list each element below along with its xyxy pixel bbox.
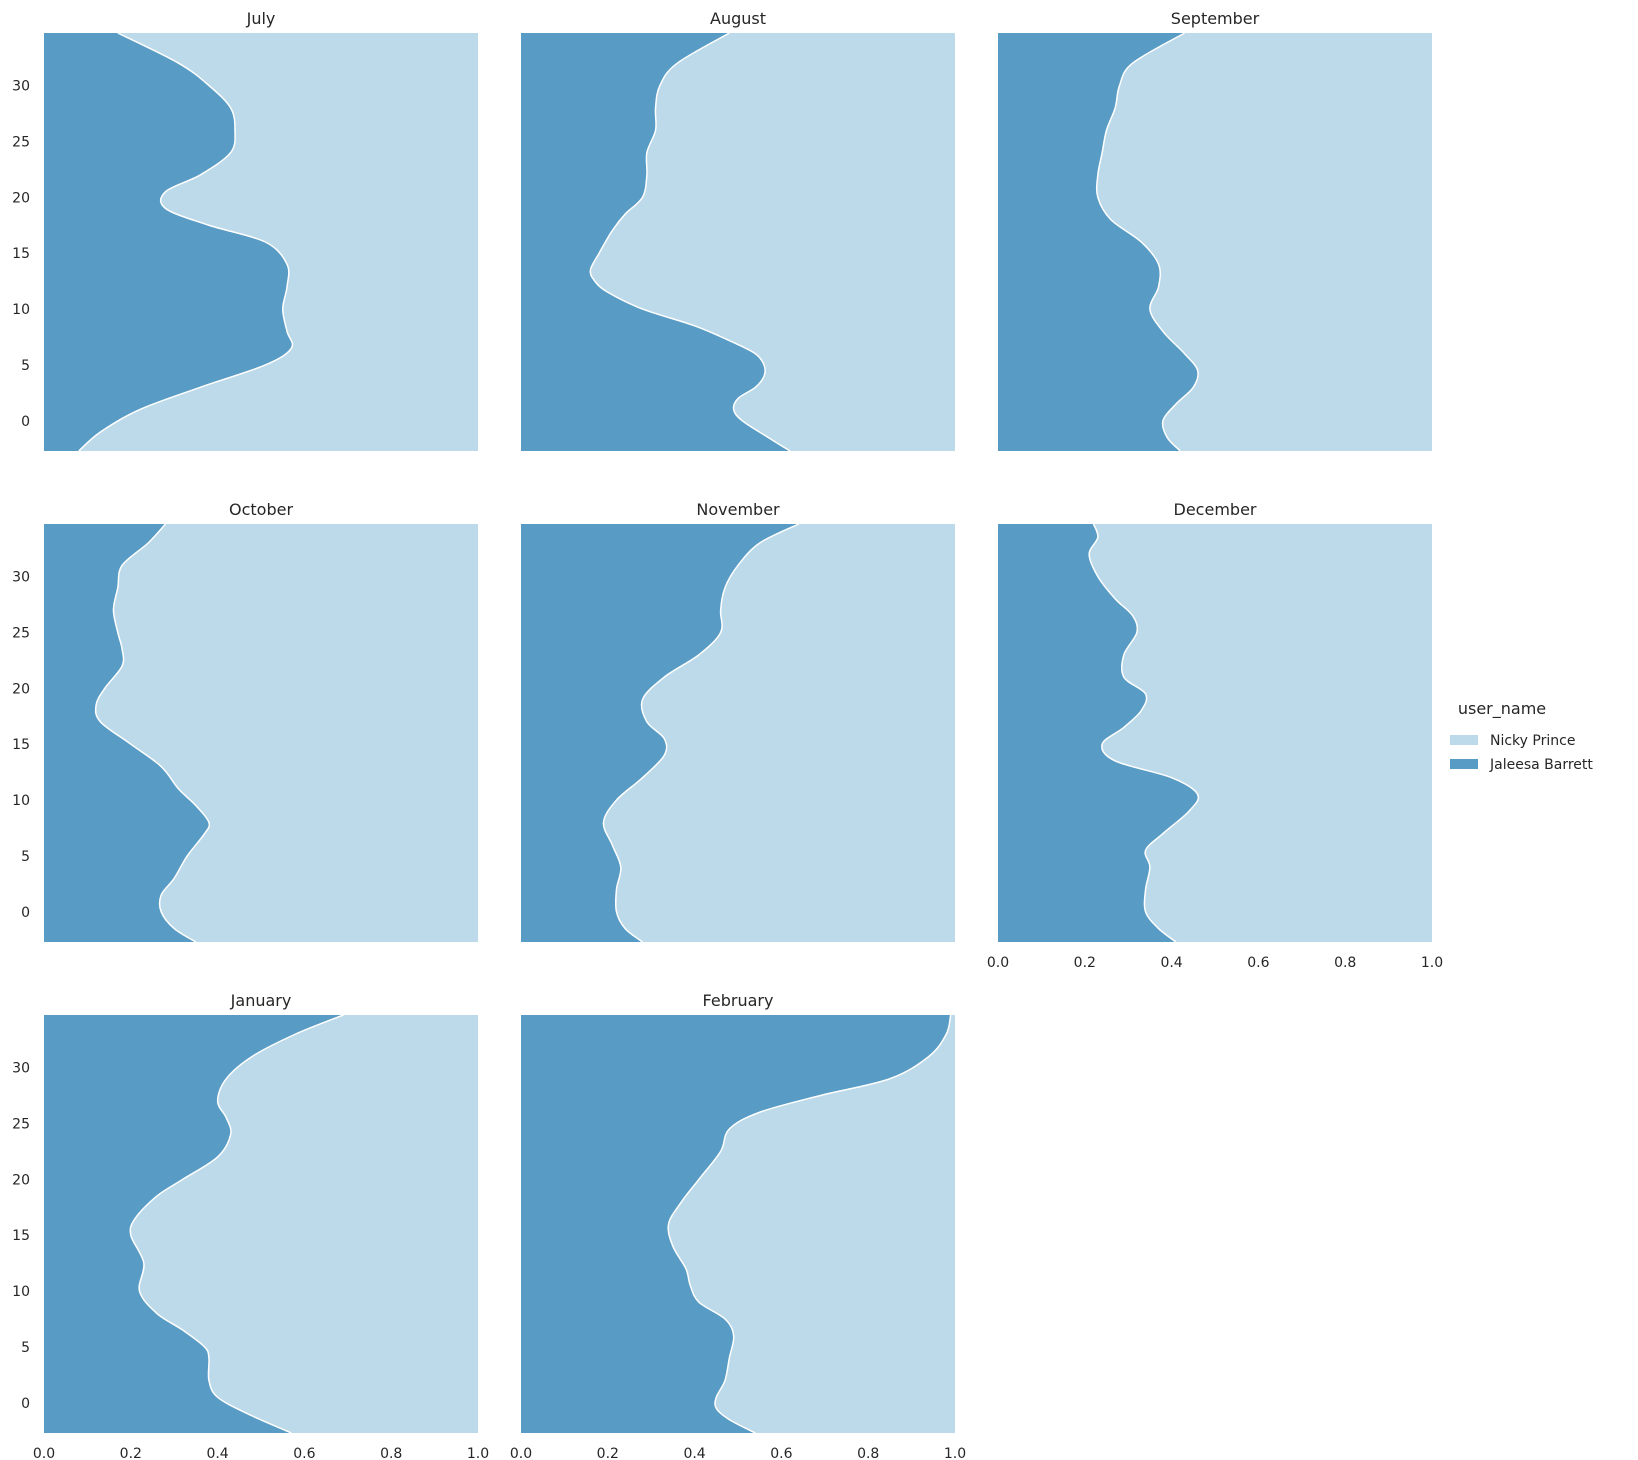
panel-february: February 0.0 0.2 0.4 0.6 0.8 1.0 [510, 991, 966, 1460]
y-tick-label: 0 [21, 1396, 30, 1412]
legend-title: user_name [1458, 699, 1546, 719]
series-boundary-line [589, 32, 791, 452]
y-tick-label: 10 [12, 1284, 30, 1300]
x-tick-label: 0.2 [597, 1446, 619, 1460]
y-tick-label: 5 [21, 849, 30, 865]
y-tick-label: 25 [12, 1116, 30, 1132]
area-jaleesa-barrett [998, 33, 1199, 451]
area-jaleesa-barrett [521, 33, 791, 451]
x-tick-label: 0.4 [1160, 955, 1182, 971]
x-tick-label: 1.0 [1421, 955, 1443, 971]
legend-swatch [1450, 735, 1478, 745]
series-boundary-line [94, 523, 211, 943]
y-tick-label: 0 [21, 414, 30, 430]
legend-entry-jaleesa-barrett: Jaleesa Barrett [1450, 757, 1593, 773]
panel-title: January [230, 991, 292, 1010]
panel-october: October 0 5 10 15 20 25 30 [12, 500, 478, 943]
panel-november: November [521, 500, 955, 943]
panel-title: February [703, 991, 774, 1010]
y-tick-label: 25 [12, 625, 30, 641]
x-tick-label: 1.0 [467, 1446, 489, 1460]
y-tick-label: 20 [12, 681, 30, 697]
panel-september: September [998, 9, 1432, 452]
panel-december: December 0.0 0.2 0.4 0.6 0.8 1.0 [987, 500, 1443, 971]
legend-label: Jaleesa Barrett [1489, 757, 1593, 773]
panel-title: July [246, 9, 276, 28]
panel-title: September [1171, 9, 1260, 28]
y-tick-label: 15 [12, 737, 30, 753]
y-tick-label: 15 [12, 246, 30, 262]
panel-title: August [710, 9, 766, 28]
panel-january: January 0 5 10 15 20 25 30 0.0 0.2 0.4 0.6 0.8 1.0 [12, 991, 489, 1460]
x-tick-label: 0.6 [1247, 955, 1269, 971]
legend: user_name Nicky Prince Jaleesa Barrett [1450, 699, 1593, 773]
y-tick-label: 5 [21, 1340, 30, 1356]
x-tick-label: 1.0 [944, 1446, 966, 1460]
area-jaleesa-barrett [521, 524, 799, 942]
y-tick-label: 30 [12, 1061, 30, 1077]
panel-title: December [1174, 500, 1257, 519]
panel-title: November [696, 500, 780, 519]
y-tick-label: 0 [21, 905, 30, 921]
legend-entries: Nicky Prince Jaleesa Barrett [1450, 733, 1593, 773]
series-boundary-line [1088, 523, 1200, 943]
x-tick-label: 0.2 [120, 1446, 142, 1460]
area-jaleesa-barrett [521, 1015, 951, 1433]
x-tick-label: 0.8 [380, 1446, 402, 1460]
x-tick-label: 0.0 [510, 1446, 532, 1460]
y-tick-label: 20 [12, 190, 30, 206]
y-tick-label: 10 [12, 302, 30, 318]
y-tick-label: 25 [12, 134, 30, 150]
y-tick-label: 30 [12, 570, 30, 586]
area-jaleesa-barrett [998, 524, 1199, 942]
x-tick-label: 0.4 [683, 1446, 705, 1460]
series-boundary-line [1095, 32, 1199, 452]
x-tick-label: 0.8 [1334, 955, 1356, 971]
x-tick-label: 0.6 [293, 1446, 315, 1460]
area-jaleesa-barrett [44, 524, 210, 942]
series-boundary-line [602, 523, 800, 943]
legend-label: Nicky Prince [1490, 733, 1575, 749]
y-tick-label: 10 [12, 793, 30, 809]
panel-july: July 0 5 10 15 20 25 30 [12, 9, 478, 452]
x-tick-label: 0.2 [1074, 955, 1096, 971]
x-tick-label: 0.4 [206, 1446, 228, 1460]
series-boundary-line [78, 32, 294, 452]
y-tick-label: 30 [12, 79, 30, 95]
series-boundary-line [129, 1014, 344, 1434]
x-tick-label: 0.0 [987, 955, 1009, 971]
y-tick-label: 20 [12, 1172, 30, 1188]
area-jaleesa-barrett [44, 33, 293, 451]
x-tick-label: 0.8 [857, 1446, 879, 1460]
chart-panels: July 0 5 10 15 20 25 30 August September October 0 5… [12, 9, 1443, 1460]
series-boundary-line [667, 1014, 952, 1434]
legend-entry-nicky-prince: Nicky Prince [1450, 733, 1575, 749]
x-tick-label: 0.0 [33, 1446, 55, 1460]
y-tick-label: 5 [21, 358, 30, 374]
x-tick-label: 0.6 [770, 1446, 792, 1460]
legend-swatch [1450, 759, 1478, 769]
y-tick-label: 15 [12, 1228, 30, 1244]
panel-title: October [229, 500, 293, 519]
panel-august: August [521, 9, 955, 452]
area-jaleesa-barrett [44, 1015, 344, 1433]
